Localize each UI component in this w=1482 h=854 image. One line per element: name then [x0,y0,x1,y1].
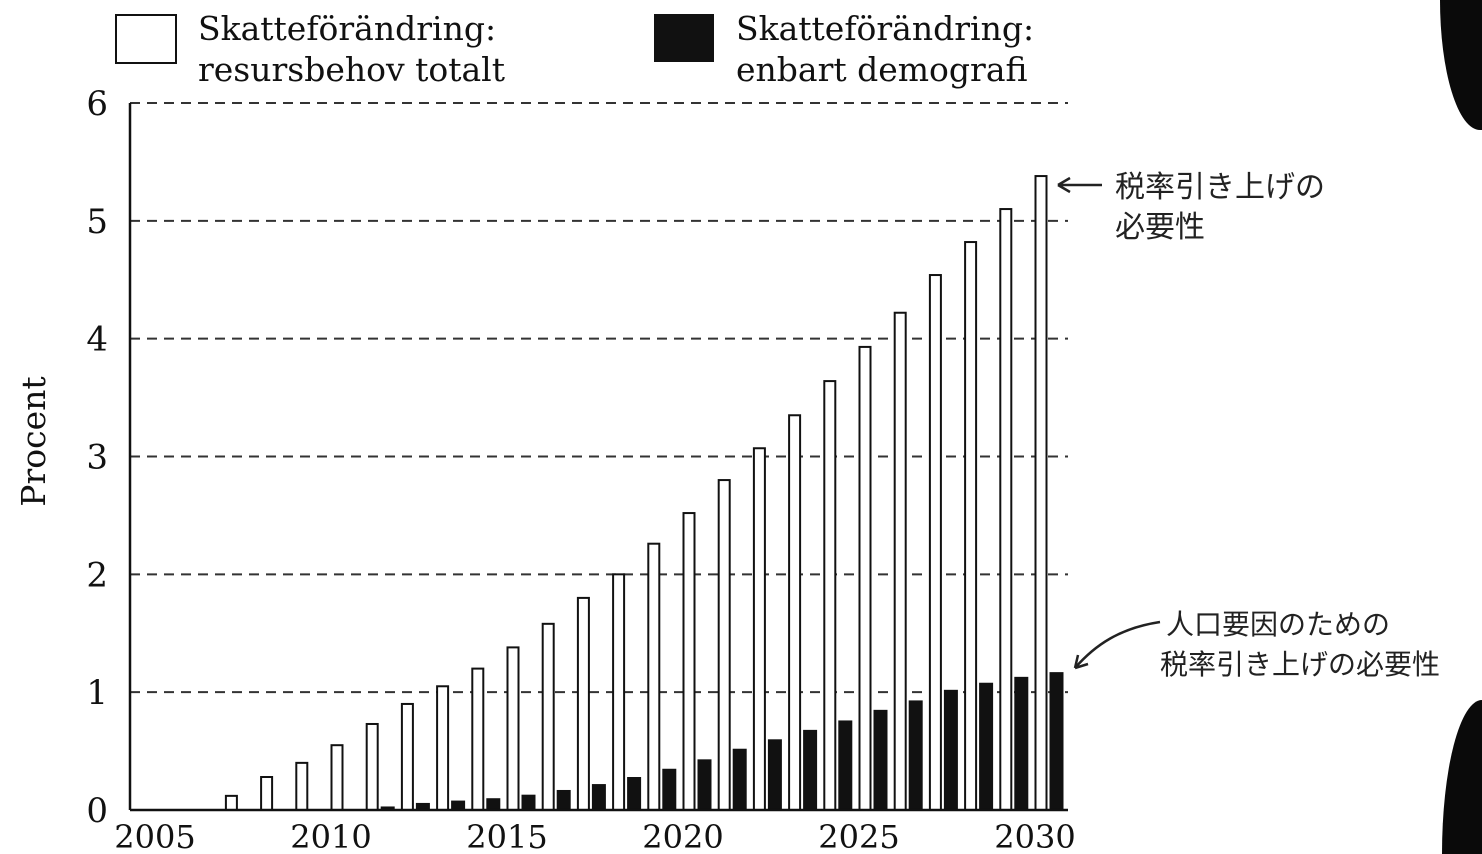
bar-total-2021 [717,479,731,811]
bar-demographic-2025 [873,709,888,810]
bar-total-2023 [788,414,802,811]
bottom-annotation-arrow [1073,620,1161,670]
bar-total-2013 [436,685,450,812]
bar-total-2029 [999,208,1013,812]
bar-total-2019 [647,542,661,811]
y-tick-label-6: 6 [86,84,108,124]
x-tick-label-2030: 2030 [994,818,1075,854]
top-annotation-arrow [1057,176,1102,194]
bar-total-2026 [893,311,907,811]
bar-total-2017 [576,596,590,812]
bar-total-2030 [1034,175,1048,812]
tick-labels: 0 1 2 3 4 5 6 2005 2010 2015 2020 2025 2030 Procent [14,84,1076,854]
bar-total-2028 [964,241,978,811]
bar-total-2012 [400,702,414,812]
legend-total-line1: Skatteförändring: [198,9,497,48]
bar-demographic-2013 [451,800,466,810]
annotation-bottom: 人口要因のための 税率引き上げの必要性 [1160,605,1440,685]
bar-total-2010 [330,744,344,811]
bar-total-2024 [823,380,837,811]
legend-swatch-demographic [654,14,714,62]
bar-demographic-2029 [1014,676,1029,810]
annotation-top: 税率引き上げの 必要性 [1115,168,1325,248]
legend-demographic-line2: enbart demografi [736,50,1028,89]
bar-demographic-2015 [521,794,536,810]
bar-demographic-2019 [662,768,677,810]
bar-demographic-2023 [803,729,818,810]
grid-lines [130,102,1068,694]
axes [128,103,1068,812]
bar-demographic-2020 [697,759,712,810]
bar-total-2025 [858,345,872,811]
bar-total-2009 [295,761,309,811]
bar-total-2015 [506,646,520,812]
bar-demographic-2014 [486,798,501,810]
x-tick-label-2020: 2020 [642,818,723,854]
x-tick-label-2010: 2010 [290,818,371,854]
bar-total-2018 [612,573,626,811]
bar-demographic-2018 [627,777,642,810]
x-tick-label-2015: 2015 [466,818,547,854]
bar-total-2020 [682,512,696,811]
y-tick-label-1: 1 [86,673,108,713]
y-tick-label-3: 3 [86,438,108,478]
y-axis-label: Procent [14,376,53,506]
bar-total-2008 [260,776,274,811]
bars [224,175,1064,812]
bar-demographic-2012 [415,802,430,810]
bar-demographic-2016 [556,789,571,810]
bar-demographic-2030 [1049,672,1064,810]
annotation-top-line2: 必要性 [1115,210,1205,245]
bar-demographic-2021 [732,748,747,810]
bar-demographic-2022 [767,739,782,810]
bar-total-2007 [224,794,238,811]
legend-demographic-line1: Skatteförändring: [736,9,1035,48]
bar-demographic-2026 [908,700,923,810]
annotation-arrows [1057,176,1161,670]
bar-total-2027 [928,274,942,811]
legend-total-line2: resursbehov totalt [198,50,505,89]
bar-total-2022 [752,447,766,811]
bar-demographic-2024 [838,720,853,810]
y-tick-label-2: 2 [86,555,108,595]
y-tick-label-5: 5 [86,202,108,242]
bar-demographic-2011 [380,806,395,810]
bar-demographic-2017 [591,784,606,810]
bar-total-2016 [541,622,555,811]
x-tick-label-2025: 2025 [818,818,899,854]
annotation-top-line1: 税率引き上げの [1115,170,1325,205]
legend-label-total: Skatteförändring: resursbehov totalt [198,8,505,90]
bar-total-2014 [471,667,485,811]
bar-total-2011 [365,722,379,812]
legend-label-demographic: Skatteförändring: enbart demografi [736,8,1034,90]
y-tick-label-0: 0 [86,791,108,831]
bar-demographic-2028 [979,682,994,810]
bar-demographic-2027 [943,689,958,810]
annotation-bottom-line1: 人口要因のための [1166,608,1391,641]
legend-swatch-total [115,14,177,64]
annotation-bottom-line2: 税率引き上げの必要性 [1160,648,1441,681]
x-tick-label-2005: 2005 [114,818,195,854]
y-tick-label-4: 4 [86,320,108,360]
